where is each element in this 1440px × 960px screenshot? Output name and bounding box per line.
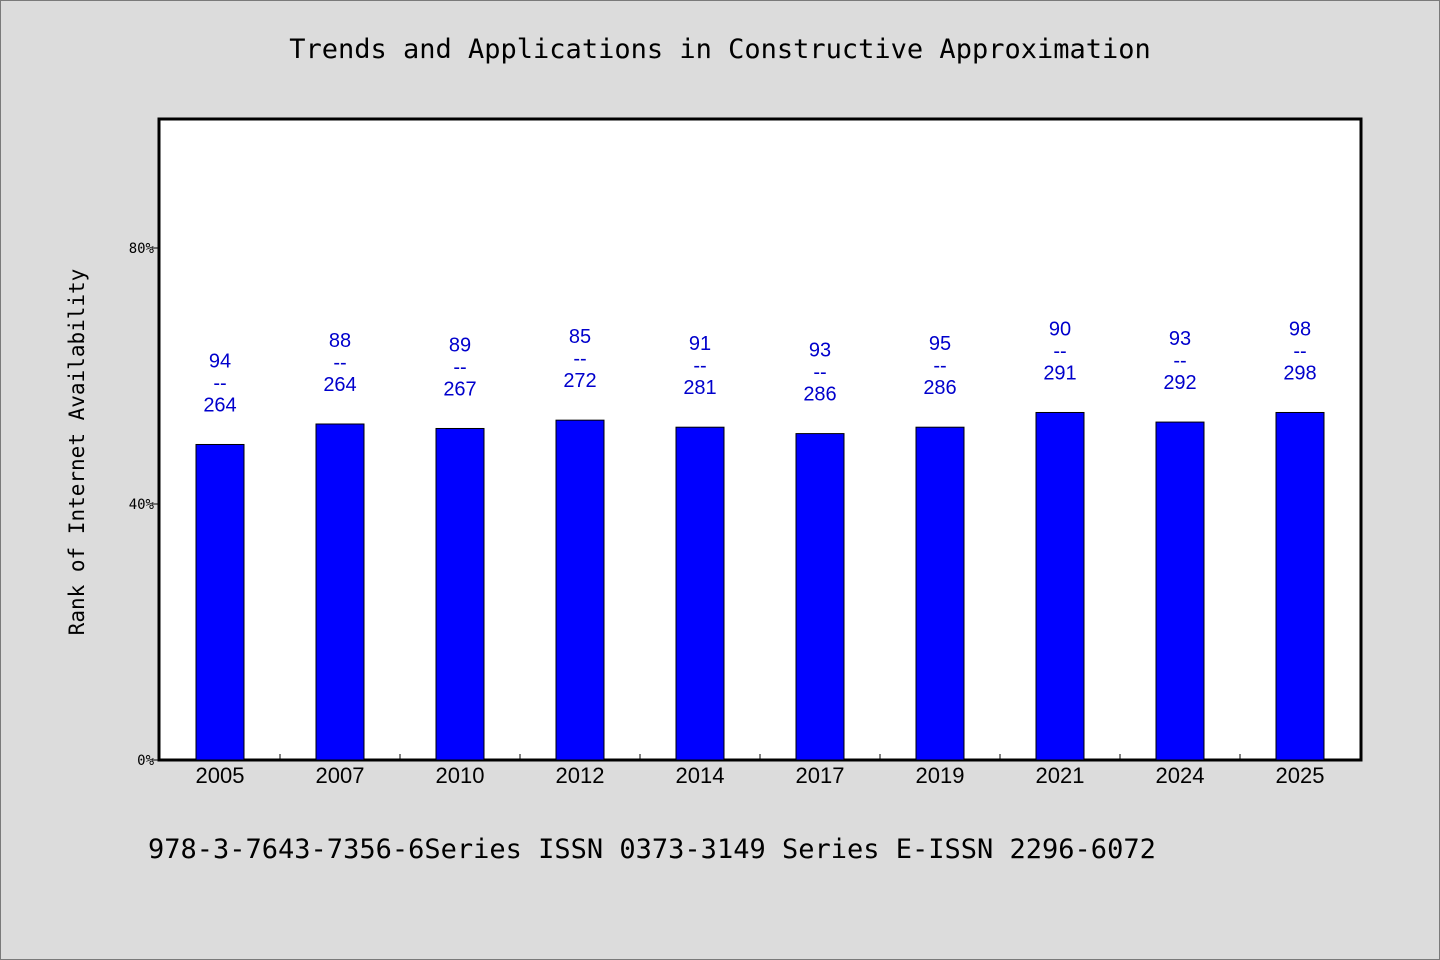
bar-label-top-2007: 88: [329, 330, 351, 352]
bar-label-bottom-2017: 286: [803, 384, 836, 406]
bar-label-separator-2012: --: [573, 348, 586, 370]
bar-2010: [435, 427, 485, 761]
y-tick-label-80pct: 80%: [129, 241, 155, 257]
bar-2005: [195, 443, 245, 761]
y-tick-label-40pct: 40%: [129, 497, 155, 513]
bar-label-bottom-2010: 267: [443, 378, 476, 400]
x-tick-label-2005: 2005: [196, 763, 245, 788]
x-tick-label-2024: 2024: [1156, 763, 1205, 788]
bars-layer: [195, 411, 1325, 761]
bar-label-separator-2010: --: [453, 356, 466, 378]
y-tick-label-0pct: 0%: [137, 753, 154, 769]
bar-label-separator-2025: --: [1293, 340, 1306, 362]
bar-2021: [1035, 411, 1085, 761]
x-tick-label-2007: 2007: [316, 763, 365, 788]
bar-label-top-2014: 91: [689, 333, 711, 355]
bar-label-bottom-2007: 264: [323, 374, 356, 396]
bar-label-bottom-2024: 292: [1163, 372, 1196, 394]
footer-isbn-text: 978-3-7643-7356-6Series ISSN 0373-3149 S…: [148, 834, 1156, 865]
bar-label-top-2010: 89: [449, 334, 471, 356]
bar-2025: [1275, 411, 1325, 761]
bar-label-bottom-2025: 298: [1283, 362, 1316, 384]
x-tick-label-2025: 2025: [1276, 763, 1325, 788]
bar-2012: [555, 419, 605, 761]
bar-label-separator-2014: --: [693, 355, 706, 377]
x-tick-label-2012: 2012: [556, 763, 605, 788]
x-tick-label-2021: 2021: [1036, 763, 1085, 788]
x-tick-label-2014: 2014: [676, 763, 725, 788]
bar-2024: [1155, 421, 1205, 761]
bar-label-top-2017: 93: [809, 340, 831, 362]
bar-label-top-2012: 85: [569, 326, 591, 348]
bar-2017: [795, 433, 845, 761]
bar-label-bottom-2021: 291: [1043, 362, 1076, 384]
bar-2007: [315, 423, 365, 761]
bar-label-separator-2007: --: [333, 352, 346, 374]
bar-label-top-2021: 90: [1049, 318, 1071, 340]
bar-label-bottom-2005: 264: [203, 394, 236, 416]
bar-label-top-2025: 98: [1289, 318, 1311, 340]
bar-label-bottom-2019: 286: [923, 377, 956, 399]
bar-label-bottom-2012: 272: [563, 370, 596, 392]
bar-label-top-2019: 95: [929, 333, 951, 355]
bar-label-separator-2005: --: [213, 372, 226, 394]
bar-label-separator-2021: --: [1053, 340, 1066, 362]
chart-title: Trends and Applications in Constructive …: [289, 34, 1151, 65]
bar-label-separator-2019: --: [933, 355, 946, 377]
bar-2019: [915, 426, 965, 761]
bar-labels-layer: 94--26488--26489--26785--27291--28193--2…: [203, 318, 1316, 416]
bar-label-top-2024: 93: [1169, 328, 1191, 350]
y-axis: 0% 40% 80%: [129, 241, 160, 769]
bar-label-separator-2024: --: [1173, 350, 1186, 372]
x-tick-label-2010: 2010: [436, 763, 485, 788]
bar-label-separator-2017: --: [813, 362, 826, 384]
x-axis: 2005 2007 2010 2012 2014 2017 2019 2021 2024 2025: [196, 754, 1325, 788]
bar-2014: [675, 426, 725, 761]
bar-label-top-2005: 94: [209, 350, 231, 372]
x-tick-label-2019: 2019: [916, 763, 965, 788]
bar-label-bottom-2014: 281: [683, 377, 716, 399]
x-tick-label-2017: 2017: [796, 763, 845, 788]
